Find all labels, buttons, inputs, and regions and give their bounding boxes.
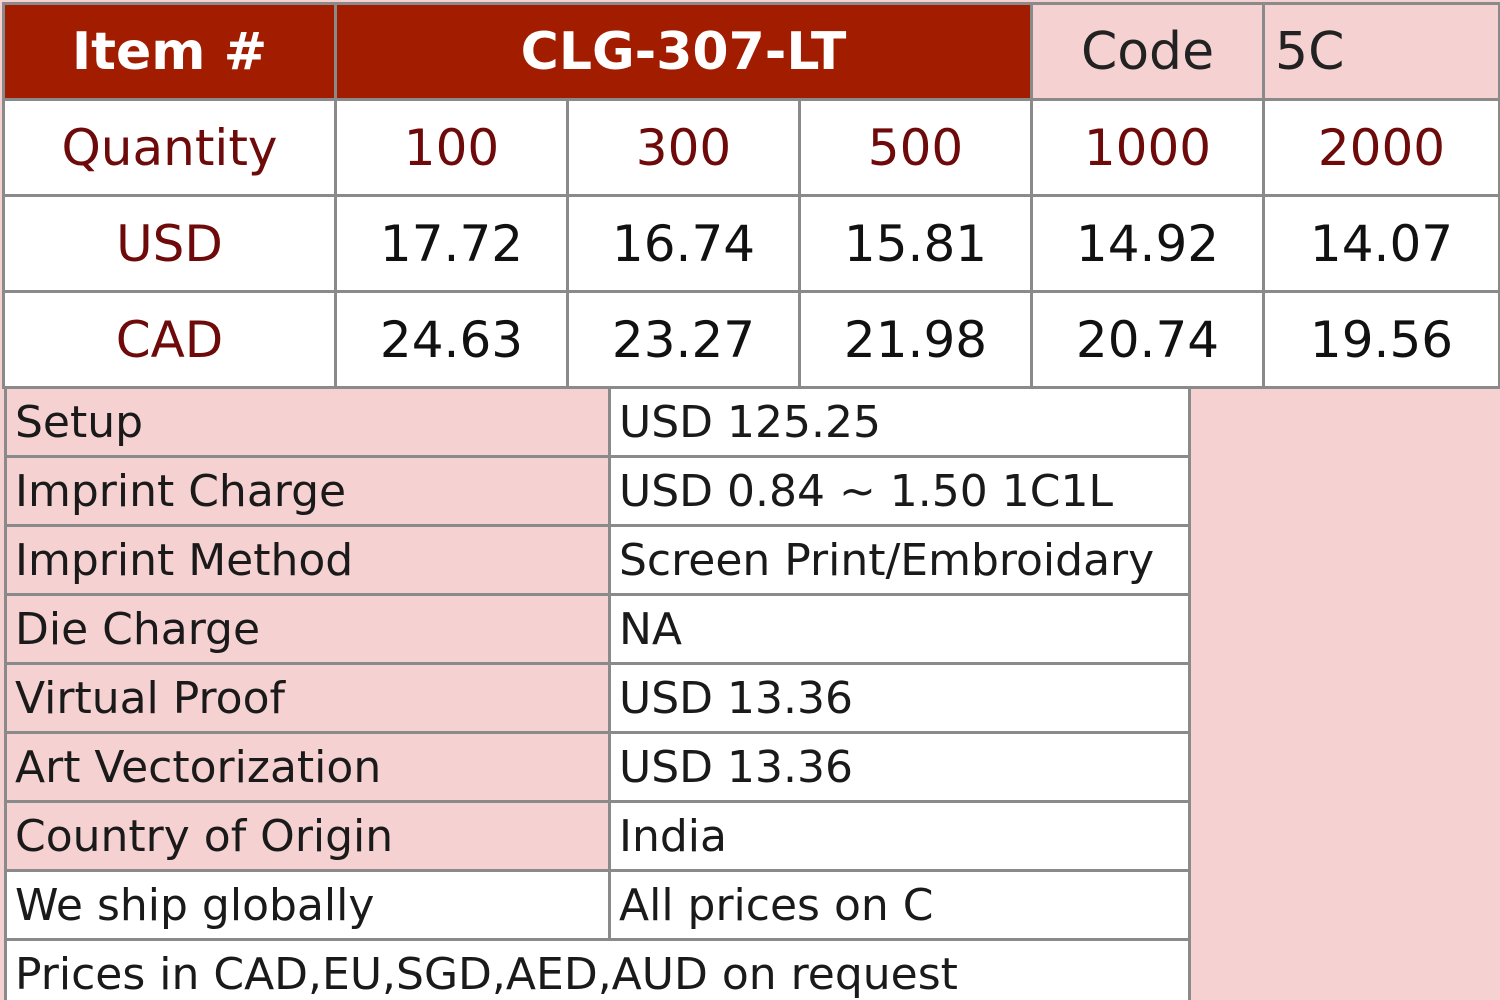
detail-label: Art Vectorization [4,731,611,803]
detail-value: Screen Print/Embroidary [608,524,1191,596]
detail-row-setup: Setup USD 125.25 [4,386,1191,458]
quantity-row: Quantity 100 300 500 1000 2000 [2,98,1500,197]
detail-row-imprint-charge: Imprint Charge USD 0.84 ~ 1.50 1C1L [4,455,1191,527]
price-cell: 14.07 [1262,194,1500,293]
quantity-cell: 500 [798,98,1033,197]
pricing-table: Item # CLG-307-LT Code 5C Quantity 100 3… [2,2,1500,389]
detail-value: India [608,800,1191,872]
details-table: Setup USD 125.25 Imprint Charge USD 0.84… [4,386,1191,1000]
currency-label: CAD [2,290,337,389]
quantity-cell: 1000 [1030,98,1265,197]
quantity-cell: 2000 [1262,98,1500,197]
code-label: Code [1030,2,1265,101]
detail-label: Virtual Proof [4,662,611,734]
price-row-cad: CAD 24.63 23.27 21.98 20.74 19.56 [2,290,1500,389]
detail-row-die-charge: Die Charge NA [4,593,1191,665]
price-cell: 20.74 [1030,290,1265,389]
detail-row-imprint-method: Imprint Method Screen Print/Embroidary [4,524,1191,596]
detail-label: Imprint Charge [4,455,611,527]
detail-label: Die Charge [4,593,611,665]
detail-label: Imprint Method [4,524,611,596]
quantity-cell: 100 [334,98,569,197]
price-cell: 17.72 [334,194,569,293]
detail-value: USD 13.36 [608,731,1191,803]
detail-row-shipping: We ship globally All prices on C [4,869,1191,941]
detail-label: Setup [4,386,611,458]
price-cell: 14.92 [1030,194,1265,293]
quantity-cell: 300 [566,98,801,197]
footer-note-row: Prices in CAD,EU,SGD,AED,AUD on request [4,938,1191,1000]
detail-value: USD 125.25 [608,386,1191,458]
currency-label: USD [2,194,337,293]
detail-row-virtual-proof: Virtual Proof USD 13.36 [4,662,1191,734]
detail-value: All prices on C [608,869,1191,941]
detail-row-country-of-origin: Country of Origin India [4,800,1191,872]
price-cell: 24.63 [334,290,569,389]
price-cell: 21.98 [798,290,1033,389]
detail-value: NA [608,593,1191,665]
detail-label: Country of Origin [4,800,611,872]
header-row: Item # CLG-307-LT Code 5C [2,2,1500,101]
detail-row-art-vectorization: Art Vectorization USD 13.36 [4,731,1191,803]
quantity-label: Quantity [2,98,337,197]
price-cell: 15.81 [798,194,1033,293]
price-row-usd: USD 17.72 16.74 15.81 14.92 14.07 [2,194,1500,293]
detail-value: USD 0.84 ~ 1.50 1C1L [608,455,1191,527]
item-number: CLG-307-LT [334,2,1033,101]
detail-value: USD 13.36 [608,662,1191,734]
price-cell: 16.74 [566,194,801,293]
code-value: 5C [1262,2,1500,101]
item-label: Item # [2,2,337,101]
price-cell: 23.27 [566,290,801,389]
detail-label: We ship globally [4,869,611,941]
price-cell: 19.56 [1262,290,1500,389]
footer-note: Prices in CAD,EU,SGD,AED,AUD on request [4,938,1191,1000]
